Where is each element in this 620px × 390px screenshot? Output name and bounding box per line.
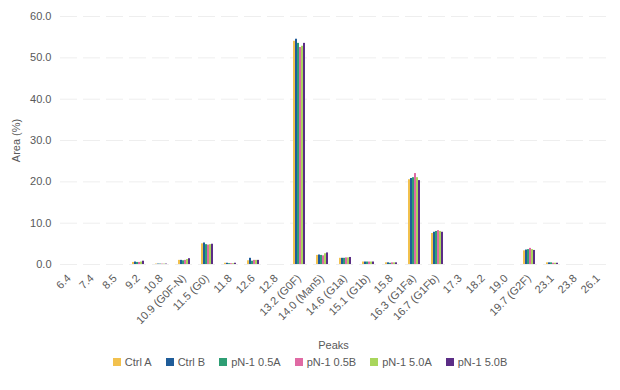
svg-text:19.7 (G2F): 19.7 (G2F)	[487, 272, 533, 318]
svg-text:14.6 (G1a): 14.6 (G1a)	[303, 271, 349, 318]
svg-text:6.4: 6.4	[54, 272, 73, 291]
html-text:Ctrl B: Ctrl B	[177, 356, 206, 368]
svg-text:19.0: 19.0	[486, 271, 510, 296]
html-text:pN-1 5.0B: pN-1 5.0B	[457, 356, 508, 368]
svg-text:Area (%): Area (%)	[10, 119, 22, 162]
svg-text:40.0: 40.0	[30, 93, 51, 105]
svg-text:50.0: 50.0	[30, 51, 51, 63]
svg-text:15.1 (G1b): 15.1 (G1b)	[326, 272, 372, 318]
svg-text:14.0 (Man5): 14.0 (Man5)	[275, 271, 326, 323]
svg-text:12.6: 12.6	[233, 272, 257, 296]
svg-text:11.8: 11.8	[211, 272, 234, 295]
svg-text:23.8: 23.8	[555, 272, 579, 296]
svg-text:23.1: 23.1	[532, 272, 556, 296]
html-text:pN-1 0.5B: pN-1 0.5B	[306, 356, 357, 368]
svg-text:17.3: 17.3	[440, 272, 464, 296]
svg-text:12.8: 12.8	[256, 271, 280, 296]
svg-text:16.7 (G1Fb): 16.7 (G1Fb)	[390, 272, 440, 322]
svg-text:60.0: 60.0	[30, 10, 51, 22]
html-text:Ctrl A: Ctrl A	[124, 356, 152, 368]
svg-text:30.0: 30.0	[30, 134, 51, 146]
svg-text:26.1: 26.1	[578, 272, 602, 296]
html-text:pN-1 0.5A: pN-1 0.5A	[231, 356, 281, 368]
svg-text:Peaks: Peaks	[318, 339, 349, 351]
svg-text:10.8: 10.8	[141, 271, 165, 296]
svg-text:10.0: 10.0	[30, 217, 51, 229]
svg-text:10.9 (G0F-N): 10.9 (G0F-N)	[133, 271, 188, 326]
svg-text:20.0: 20.0	[30, 175, 51, 187]
svg-text:13.2 (G0F): 13.2 (G0F)	[256, 271, 303, 318]
svg-text:18.2: 18.2	[463, 272, 487, 296]
svg-text:8.5: 8.5	[100, 272, 119, 291]
svg-text:0.0: 0.0	[36, 258, 51, 270]
html-text:pN-1 5.0A: pN-1 5.0A	[382, 356, 432, 368]
svg-text:11.5 (G0): 11.5 (G0)	[170, 272, 211, 313]
svg-text:15.8: 15.8	[371, 271, 395, 296]
svg-text:9.2: 9.2	[123, 272, 142, 291]
svg-text:7.4: 7.4	[77, 272, 96, 291]
svg-text:16.3 (G1Fa): 16.3 (G1Fa)	[367, 271, 418, 323]
